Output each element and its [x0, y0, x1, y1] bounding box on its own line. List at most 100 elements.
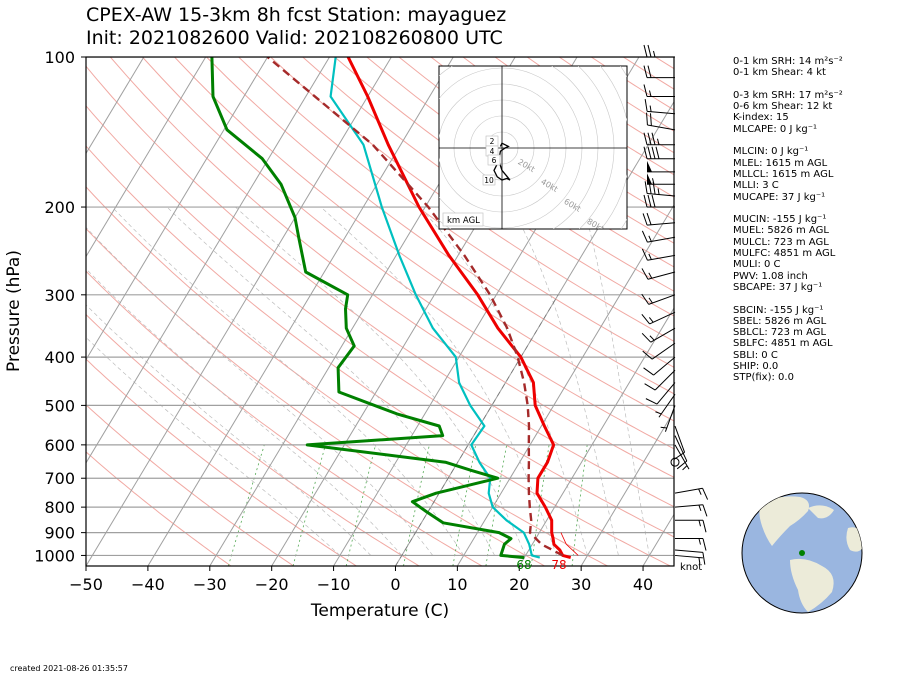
globe-land — [759, 496, 862, 612]
mixing-ratio-line — [228, 444, 265, 566]
sounding-index-line — [733, 135, 843, 146]
isotherm-line — [86, 57, 392, 566]
plot-frame — [85, 56, 675, 567]
freezing-isotherm-line — [395, 294, 559, 566]
dewpoint-profile-line — [210, 57, 525, 560]
wind-barb-staff — [674, 549, 703, 553]
wind-barb — [674, 435, 688, 470]
sounding-index-line: SBCIN: -155 J kg⁻¹ — [733, 304, 824, 316]
wind-barb-feather — [702, 538, 707, 551]
dry-adiabat-line — [334, 57, 674, 292]
y-tick-label: 500 — [44, 396, 75, 415]
wind-barb-feather — [641, 332, 652, 343]
wind-barb-staff — [654, 369, 676, 391]
wind-barb-staff — [674, 487, 703, 494]
wind-barb — [675, 538, 707, 551]
dry-adiabat-line — [86, 451, 232, 566]
wind-barb — [644, 99, 676, 115]
y-tick-label: 900 — [44, 524, 75, 543]
moist-adiabat-line — [166, 206, 496, 556]
wind-barb — [674, 549, 706, 565]
hodograph-height-box — [487, 154, 501, 166]
dry-adiabat-line — [366, 57, 674, 268]
wind-barb-feather — [655, 146, 660, 159]
wind-barb-feather — [643, 44, 648, 58]
wind-barb-feather — [647, 146, 652, 159]
mixing-ratio-line — [403, 444, 430, 566]
wind-barb-feather — [702, 520, 707, 533]
hodograph-legend-box — [442, 212, 484, 227]
wind-barb-staff — [651, 342, 676, 360]
sounding-index-line: MUCAPE: 37 J kg⁻¹ — [733, 191, 826, 203]
isotherm-line — [518, 307, 674, 566]
wind-barb — [675, 519, 707, 533]
x-tick-label: −30 — [193, 575, 227, 594]
wind-barb-feather — [641, 268, 649, 280]
mixing-ratio-line — [571, 444, 588, 566]
wind-barb-feather — [702, 488, 709, 500]
sounding-index-line — [733, 79, 843, 90]
wind-barb-staff — [653, 356, 676, 376]
wind-barb — [674, 554, 703, 564]
virtual_temperature-profile-line — [329, 57, 541, 559]
wind-barb — [641, 327, 676, 343]
dry-adiabat-line — [302, 57, 674, 317]
wind-barb-staff — [647, 222, 676, 226]
wind-barb — [641, 248, 676, 261]
y-tick-label: 700 — [44, 469, 75, 488]
wind-barb-feather — [647, 44, 652, 58]
wind-barb-feather — [646, 212, 652, 225]
sounding-index-line — [733, 203, 843, 214]
dry-adiabat-line — [86, 105, 674, 538]
moist-adiabat-line — [86, 304, 372, 556]
wind-barb — [647, 160, 675, 173]
x-tick-label: −40 — [131, 575, 165, 594]
wind-barb-staff — [647, 193, 676, 197]
y-axis-label: Pressure (hPa) — [4, 250, 24, 372]
wind-barb-feather — [645, 398, 658, 405]
sounding-index-line: MUEL: 5826 m AGL — [733, 225, 829, 237]
wind-barb-staff — [674, 435, 688, 462]
dry-adiabat-line — [142, 57, 674, 450]
wind-barb-half-feather — [649, 105, 652, 112]
wind-barb — [647, 173, 675, 185]
sounding-index-line: 0-3 km SRH: 17 m²s⁻² — [733, 89, 843, 101]
wind-barb-feather — [643, 194, 648, 208]
wind-barb-staff — [647, 124, 676, 131]
chart-title-line-1: CPEX-AW 15-3km 8h fcst Station: mayaguez — [86, 4, 507, 26]
wind-barb-feather — [649, 113, 652, 126]
wind-barb — [674, 444, 690, 471]
moist-adiabat-line — [235, 206, 526, 556]
isotherm-line — [147, 57, 454, 566]
moist-adiabat-line — [111, 206, 464, 556]
wind-barb-feather — [702, 504, 708, 517]
wind-barb-feather — [641, 293, 650, 305]
wind-barb — [643, 84, 675, 97]
wind-barb-feather — [643, 84, 648, 97]
wind-barb-staff — [647, 271, 676, 280]
globe-south-america — [790, 558, 834, 612]
wind-barb — [643, 44, 675, 58]
mixing-ratio-line — [345, 444, 376, 566]
wind-barb-feather — [643, 132, 648, 145]
sounding-index-line: K-index: 15 — [733, 112, 789, 124]
isotherm-line — [86, 57, 330, 464]
x-tick-label: −20 — [255, 575, 289, 594]
sounding-index-line: SBLFC: 4851 m AGL — [733, 338, 833, 350]
wind-barb-feather — [642, 350, 653, 360]
wind-barb — [660, 405, 676, 432]
wind-barb-staff — [647, 236, 676, 243]
wind-barb — [643, 146, 675, 160]
wind-barb-feather — [644, 383, 656, 391]
wind-barb-feather — [651, 146, 656, 159]
wind-barb-half-feather — [698, 520, 701, 527]
wind-barb-half-feather — [698, 504, 702, 512]
x-tick-label: −10 — [317, 575, 351, 594]
wind-barb-feather — [647, 65, 652, 78]
wind-barb-feather — [652, 181, 656, 195]
wind-barb — [641, 293, 676, 305]
wind-barb — [642, 342, 676, 360]
x-tick-label: −50 — [69, 575, 103, 594]
surface-temperature-label: 78 — [551, 558, 566, 572]
dry-adiabat-line — [86, 270, 483, 566]
